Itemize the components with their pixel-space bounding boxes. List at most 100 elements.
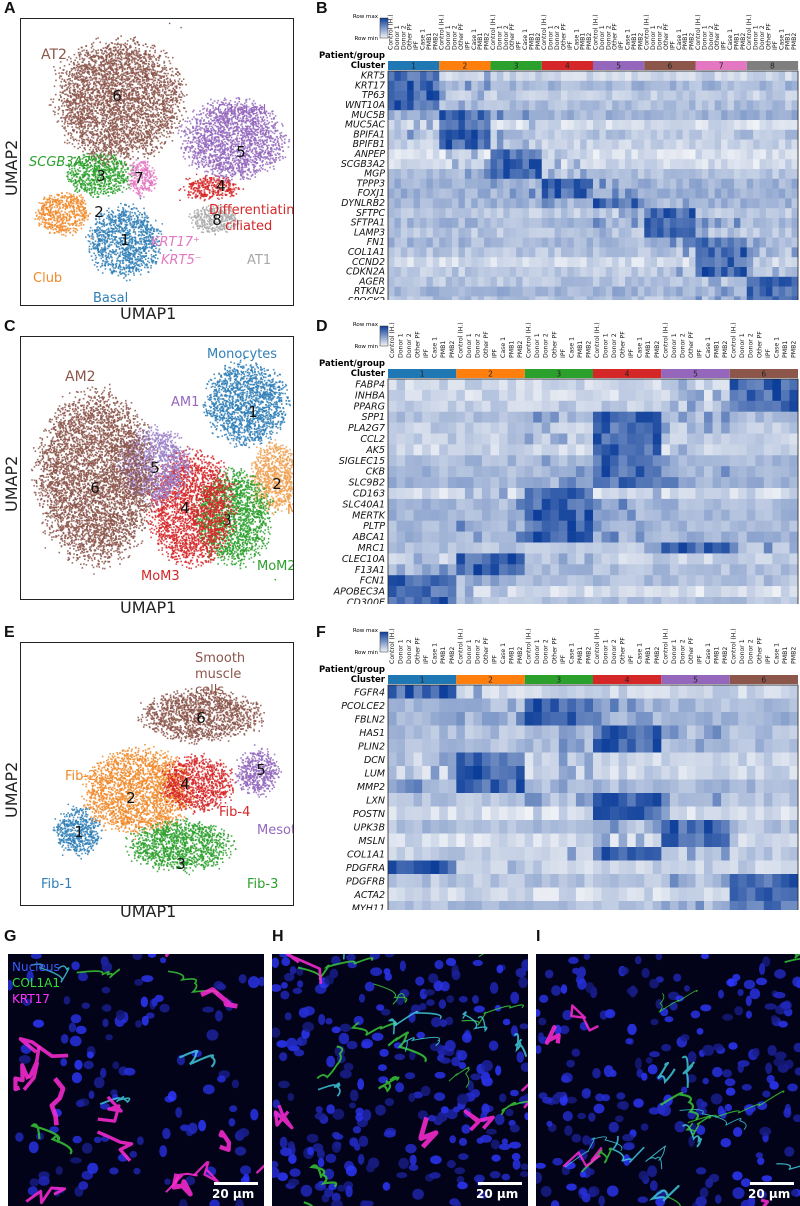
- umap-cluster-number-7: 7: [134, 169, 144, 187]
- gene-label: TPPP3: [357, 178, 385, 189]
- cluster-bar-2: [439, 61, 491, 70]
- group-label: Donor 2: [543, 333, 550, 358]
- group-label: Donor 1: [739, 639, 746, 664]
- patient-group-label: Patient/group: [319, 359, 385, 369]
- cluster-bar-number-3: 3: [514, 62, 519, 71]
- umap-label-1: AM1: [171, 395, 199, 410]
- group-label: Other PF: [483, 637, 490, 664]
- gene-label: MSLN: [358, 836, 385, 847]
- group-label: Donor 1: [753, 25, 760, 50]
- col1a1-signal: [565, 954, 800, 1206]
- group-label: PMB2: [517, 341, 524, 358]
- group-label: IPF: [765, 348, 772, 358]
- panel-letter-g: G: [4, 928, 16, 946]
- heatmap-cells: [388, 685, 799, 915]
- group-label: Control (H.): [731, 628, 738, 664]
- micrograph-i: 20 μm: [536, 954, 800, 1206]
- cluster-bar-7: [695, 61, 747, 70]
- umap-cluster-3-points: [125, 817, 237, 876]
- umap-label-2: cells: [195, 683, 224, 698]
- group-label: Donor 1: [739, 333, 746, 358]
- group-label: IPF: [628, 348, 635, 358]
- cluster-bar-number-4: 4: [625, 676, 630, 685]
- group-label: Other PF: [561, 23, 568, 50]
- group-label: PMB2: [722, 341, 729, 358]
- group-label: Donor 1: [398, 639, 405, 664]
- gene-label: SCGB3A2: [341, 159, 385, 170]
- umap-label-7: Fib-3: [247, 877, 278, 892]
- group-label: Donor 1: [534, 639, 541, 664]
- cluster-bar-number-2: 2: [488, 676, 493, 685]
- group-label: IPF: [697, 654, 704, 664]
- group-label: Other PF: [756, 637, 763, 664]
- cluster-bar-3: [524, 369, 593, 378]
- group-label: Other PF: [483, 331, 490, 358]
- group-label: Other PF: [663, 23, 670, 50]
- group-label: Case 1: [568, 337, 575, 358]
- group-label: Donor 2: [759, 25, 766, 50]
- gene-label: PPARG: [354, 401, 385, 412]
- gene-label: PLTP: [363, 521, 385, 532]
- gene-label: FN1: [367, 237, 385, 248]
- group-label: PMB2: [432, 33, 439, 50]
- cluster-bar-3: [490, 61, 542, 70]
- group-label: PMB1: [645, 341, 652, 358]
- group-label: Donor 1: [398, 333, 405, 358]
- micrograph-svg-g: [8, 954, 264, 1206]
- umap-label-6: KRT17⁺: [151, 235, 200, 250]
- umap-e-xlabel: UMAP1: [120, 902, 176, 921]
- group-label: PMB1: [426, 33, 433, 50]
- umap-cluster-number-3: 3: [96, 167, 106, 185]
- group-label: IPF: [560, 654, 567, 664]
- cluster-bar-5: [661, 675, 730, 684]
- group-label: Case 1: [637, 643, 644, 664]
- group-label: PMB2: [585, 647, 592, 664]
- cluster-bar-number-4: 4: [565, 62, 570, 71]
- group-label: PMB2: [790, 647, 797, 664]
- umap-cluster-1-points: [52, 803, 103, 860]
- group-label: Donor 2: [503, 25, 510, 50]
- heatmap-b: Row max Row min Control (H.) Donor 1 Donor 2…: [300, 10, 800, 307]
- group-label: PMB2: [637, 33, 644, 50]
- gene-label: LAMP3: [354, 227, 385, 238]
- stain-col1a1-text: COL1A1: [12, 976, 60, 990]
- group-label: PMB2: [484, 33, 491, 50]
- group-label: Donor 2: [554, 25, 561, 50]
- gene-label: LUM: [365, 769, 385, 780]
- cluster-bar-5: [593, 61, 645, 70]
- krt17-signal: [544, 1004, 770, 1206]
- row-max-label: Row max: [353, 628, 379, 634]
- group-label: Donor 1: [445, 25, 452, 50]
- group-label: Donor 2: [657, 25, 664, 50]
- group-label: Other PF: [620, 331, 627, 358]
- panel-letter-e: E: [4, 624, 15, 642]
- gene-label: MUC5AC: [345, 120, 386, 131]
- group-label: PMB2: [791, 33, 798, 50]
- umap-cluster-1-points: [85, 197, 172, 282]
- group-label: IPF: [560, 348, 567, 358]
- group-label: Donor 2: [474, 333, 481, 358]
- umap-cluster-7-points: [127, 159, 158, 198]
- group-label: Control (H.): [594, 628, 601, 664]
- group-label: PMB1: [509, 647, 516, 664]
- heatmap-f: Row max Row min Control (H.) Donor 1 Donor 2…: [300, 624, 800, 915]
- panel-letter-a: A: [4, 0, 16, 18]
- group-label: PMB2: [790, 341, 797, 358]
- gene-label: CCND2: [352, 257, 385, 268]
- umap-label-1: Ciliated: [217, 103, 266, 118]
- group-label: IPF: [423, 348, 430, 358]
- group-label: IPF: [618, 40, 625, 50]
- gene-label: INHBA: [355, 390, 385, 401]
- group-label: Other PF: [688, 637, 695, 664]
- group-label: PMB1: [528, 33, 535, 50]
- krt17-signal: [273, 954, 528, 1149]
- row-min-label: Row min: [354, 650, 378, 656]
- group-label: PMB2: [449, 341, 456, 358]
- cluster-bar-number-2: 2: [463, 62, 468, 71]
- cluster-bar-6: [729, 369, 798, 378]
- gene-label: CKB: [366, 467, 385, 478]
- gene-label: UPK3B: [354, 823, 385, 834]
- umap-cluster-number-1: 1: [74, 823, 84, 841]
- group-label: PMB1: [714, 647, 721, 664]
